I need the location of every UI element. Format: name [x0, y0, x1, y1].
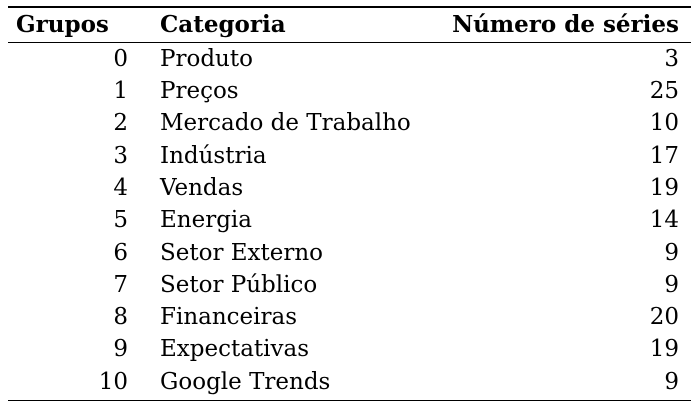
cell-categoria: Mercado de Trabalho: [160, 110, 411, 137]
table-row: 6 Setor Externo 9: [8, 236, 691, 268]
table-row: 10 Google Trends 9: [8, 366, 691, 398]
cell-numero: 10: [649, 110, 679, 137]
cell-numero: 19: [649, 336, 679, 363]
cell-numero: 19: [649, 174, 679, 201]
cell-categoria: Setor Externo: [160, 239, 324, 266]
cell-grupo: 7: [113, 271, 128, 298]
cell-grupo: 5: [113, 207, 128, 234]
cell-grupo: 4: [113, 174, 128, 201]
cell-grupo: 6: [113, 239, 128, 266]
cell-categoria: Produto: [160, 45, 253, 72]
series-table: Grupos Categoria Número de séries 0 Produ…: [8, 8, 691, 398]
table-body: 0 Produto 3 1 Preços 25 2 Mercado de Trabalho 10…: [8, 41, 691, 398]
header-rule: [8, 41, 691, 43]
table-row: 9 Expectativas 19: [8, 333, 691, 365]
cell-categoria: Preços: [160, 78, 239, 105]
cell-numero: 17: [649, 142, 679, 169]
cell-grupo: 9: [113, 336, 128, 363]
cell-numero: 9: [664, 239, 679, 266]
cell-grupo: 8: [113, 304, 128, 331]
table-row: 3 Indústria 17: [8, 139, 691, 171]
cell-categoria: Energia: [160, 207, 252, 234]
cell-categoria: Indústria: [160, 142, 267, 169]
cell-grupo: 1: [113, 78, 128, 105]
cell-numero: 25: [649, 78, 679, 105]
header-row: Grupos Categoria Número de séries: [8, 8, 691, 42]
series-table-container: Grupos Categoria Número de séries 0 Produ…: [8, 6, 691, 402]
table-row: 4 Vendas 19: [8, 172, 691, 204]
cell-numero: 20: [649, 304, 679, 331]
cell-categoria: Setor Público: [160, 271, 318, 298]
cell-grupo: 0: [113, 45, 128, 72]
table-header: Grupos Categoria Número de séries: [8, 8, 691, 42]
table-row: 7 Setor Público 9: [8, 269, 691, 301]
table-row: 8 Financeiras 20: [8, 301, 691, 333]
top-rule: [8, 6, 691, 8]
table-row: 2 Mercado de Trabalho 10: [8, 107, 691, 139]
cell-numero: 14: [649, 207, 679, 234]
bottom-rule: [8, 399, 691, 402]
cell-categoria: Google Trends: [160, 368, 331, 395]
header-grupos: Grupos: [16, 10, 109, 38]
table-row: 1 Preços 25: [8, 75, 691, 107]
header-numero-de-series: Número de séries: [452, 10, 679, 38]
cell-numero: 3: [664, 45, 679, 72]
cell-grupo: 10: [98, 368, 128, 395]
cell-numero: 9: [664, 271, 679, 298]
cell-categoria: Financeiras: [160, 304, 298, 331]
table-row: 5 Energia 14: [8, 204, 691, 236]
cell-grupo: 2: [113, 110, 128, 137]
cell-grupo: 3: [113, 142, 128, 169]
table-row: 0 Produto 3: [8, 43, 691, 75]
cell-categoria: Expectativas: [160, 336, 310, 363]
header-categoria: Categoria: [160, 10, 286, 38]
cell-numero: 9: [664, 368, 679, 395]
cell-categoria: Vendas: [160, 174, 244, 201]
